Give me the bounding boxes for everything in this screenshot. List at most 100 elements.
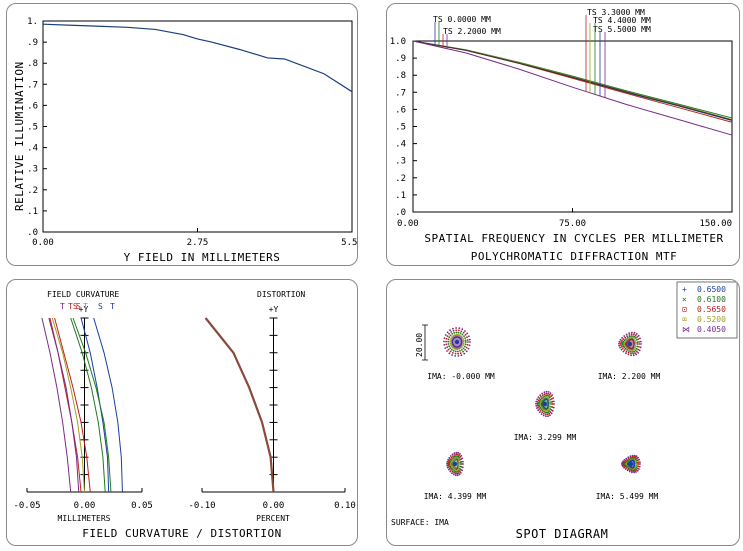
spot-dot [550,409,553,411]
spot-dot [463,352,466,355]
spot-scale-label: 20.00 [415,333,424,357]
spot-dot [466,343,469,346]
spot-dot [630,354,632,357]
spot-dot [628,335,631,338]
spot-dot [622,350,625,353]
spot-dot [631,331,633,334]
y-tick-label: .2 [27,186,38,196]
spot-dot [548,393,551,396]
spot-dot [457,350,459,353]
spot-dot [636,350,638,353]
spot-dot [462,350,464,353]
plot-frame [42,20,353,233]
spot-dot [536,402,539,405]
spot-dot [459,352,462,354]
spot-dot [462,339,465,342]
spot-dot [536,404,539,407]
spot-dot [469,341,471,343]
spot-dot [447,338,450,341]
spot-dot [637,463,640,465]
spot-field-label: IMA: 3.299 MM [514,433,577,442]
mtf-y-tick-label: .2 [395,174,406,184]
spot-dot [637,465,640,468]
spot-dot [538,400,541,403]
spot-dot [629,455,632,458]
fc-axis-label: +Y [79,305,89,314]
mtf-field-label: TS 2.2000 MM [443,27,501,36]
spot-dot [625,350,628,353]
spot-dot [550,395,552,398]
spot-dot [625,338,627,340]
spot-dot [454,352,457,355]
spot-dot [448,352,451,355]
spot-diagram: SURFACE: IMA SPOT DIAGRAM 20.00 +0.6500 ×… [391,281,738,541]
spot-center [542,401,548,407]
spot-dot [623,335,626,337]
y-tick-label: .8 [27,59,38,69]
mtf-panel: SPATIAL FREQUENCY IN CYCLES PER MILLIMET… [386,3,740,266]
y-tick-label: .9 [27,38,38,48]
spot-dot [464,341,467,343]
spot-dot [455,327,457,329]
spot-dot [546,413,549,416]
mtf-field-label: TS 5.5000 MM [593,25,651,34]
spot-dot [625,352,627,355]
spot-dot [634,461,637,464]
spot-dot [620,344,622,347]
y-tick-label: .0 [27,228,38,238]
spot-dot [449,342,452,345]
spot-field-label: IMA: 2.200 MM [598,372,661,381]
spot-dot [542,396,544,398]
spot-dot [455,453,458,456]
mtf-curve [412,40,733,123]
mtf-curve [412,40,733,121]
mtf-curve [412,40,733,136]
spot-dot [460,354,463,357]
spot-dot [637,334,640,337]
spot-dot [638,349,641,352]
spot-dot [635,337,637,339]
fc-curve [48,317,80,493]
spot-dot [633,331,636,334]
spot-dot [451,354,453,356]
spot-dot [619,342,622,345]
fc-x-tick-label: 0.00 [74,501,96,511]
spot-field-0 [443,327,471,357]
spot-dot [538,408,541,410]
spot-dot [450,469,452,471]
spot-dot [636,345,639,348]
y-tick-label: .3 [27,165,38,175]
spot-center [627,341,633,347]
spot-dot [462,338,465,340]
spot-dot [458,329,460,332]
mtf-y-tick-label: .6 [395,105,406,115]
spot-dot [633,335,636,338]
spot-dot [464,330,466,332]
spot-dot [629,350,632,353]
spot-dot [639,461,641,463]
spot-dot [551,403,554,405]
spot-dot [634,341,637,344]
spot-dot [539,398,542,401]
distortion-title: DISTORTION [257,290,305,299]
legend-symbol: ⊡ [682,305,687,314]
fc-x-tick-label: 0.05 [131,501,153,511]
y-axis-label: RELATIVE ILLUMINATION [13,61,26,211]
field-curvature-chart: FIELD CURVATURE DISTORTION MILLIMETERS P… [13,290,355,540]
spot-dot [634,352,637,354]
spot-dot [632,335,634,337]
spot-dot [548,410,551,412]
spot-surface-label: SURFACE: IMA [391,518,449,527]
spot-dot [549,392,552,394]
spot-dot [452,327,454,330]
mtf-x-tick-label: 150.00 [699,219,732,229]
spot-dot [461,333,464,336]
fc-distortion-title: FIELD CURVATURE / DISTORTION [82,527,281,540]
spot-dot [627,351,630,354]
spot-dot [453,470,456,472]
legend-label: 0.6500 [697,285,726,294]
spot-dot [467,341,469,343]
spot-dot [636,336,639,338]
legend-label: 0.5650 [697,305,726,314]
spot-dot [549,411,552,414]
